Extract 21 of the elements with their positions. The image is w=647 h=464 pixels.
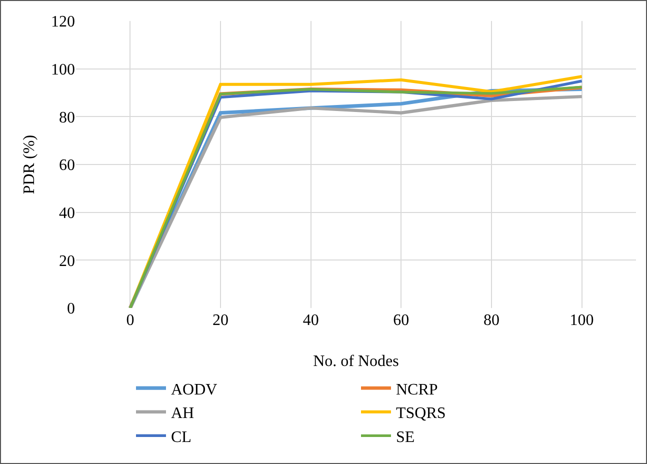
legend-label: CL [171, 428, 192, 446]
y-tick-label: 80 [59, 109, 75, 126]
x-tick-label: 80 [483, 312, 500, 329]
y-axis-title: PDR (%) [21, 134, 38, 194]
legend-label: AH [171, 405, 195, 422]
x-tick-label: 20 [212, 312, 229, 329]
x-tick-label: 60 [393, 312, 410, 329]
x-tick-label: 0 [126, 312, 134, 329]
y-tick-label: 60 [59, 157, 75, 174]
legend-label: AODV [171, 381, 218, 398]
legend-label: SE [396, 428, 415, 446]
y-tick-label: 20 [59, 252, 75, 270]
x-tick-label: 100 [570, 312, 594, 329]
y-tick-label: 40 [59, 204, 75, 222]
x-axis-title: No. of Nodes [313, 353, 399, 370]
legend-label: NCRP [396, 381, 438, 398]
x-tick-label: 40 [302, 312, 319, 329]
y-tick-label: 0 [67, 300, 75, 318]
y-tick-label: 100 [51, 61, 75, 78]
y-tick-label: 120 [51, 14, 75, 31]
legend-label: TSQRS [396, 405, 446, 422]
